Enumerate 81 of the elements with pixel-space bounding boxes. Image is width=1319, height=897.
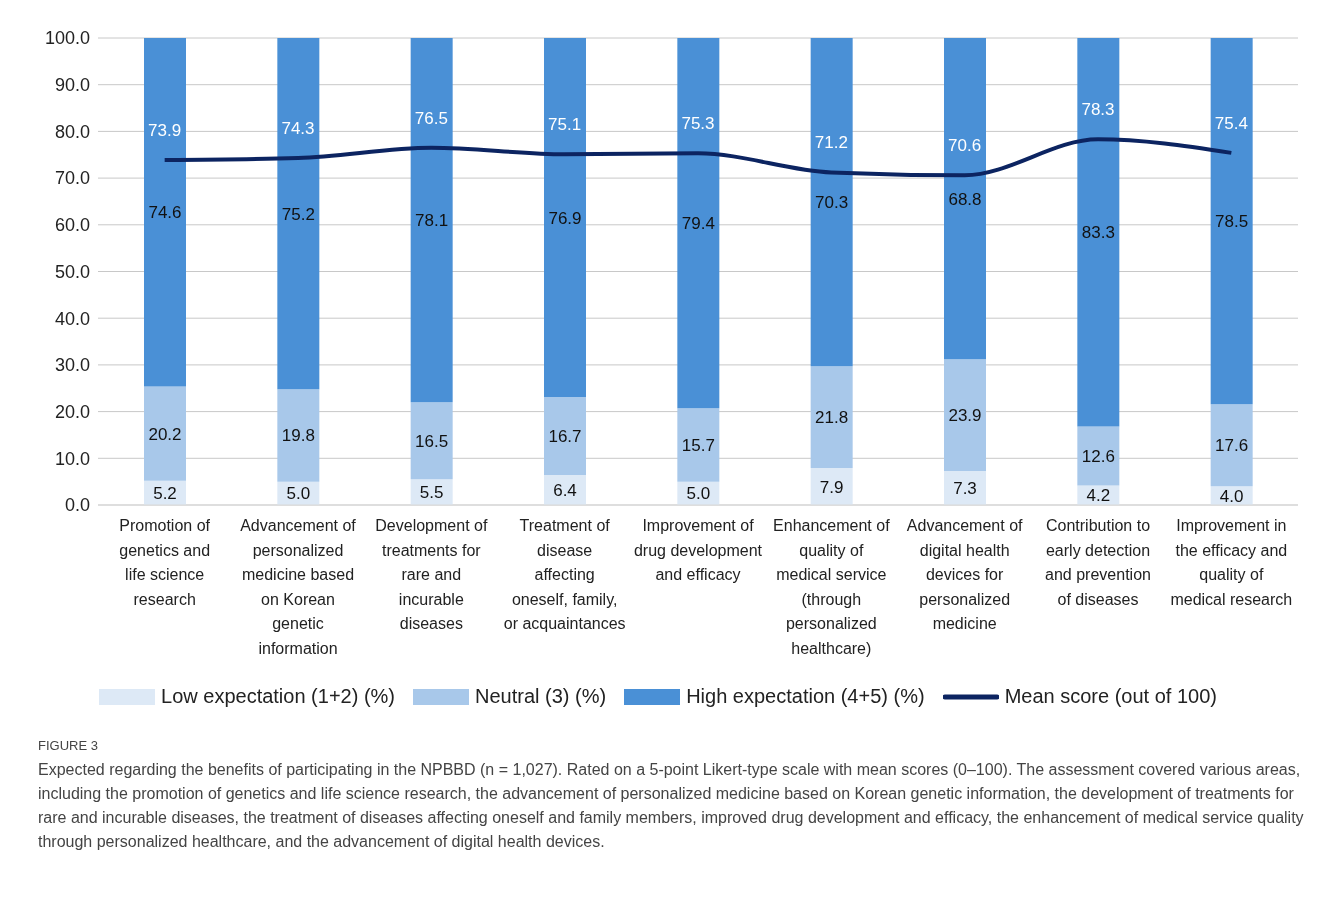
bar (544, 397, 586, 476)
legend-label: Neutral (3) (%) (475, 685, 607, 708)
data-label: 5.2 (153, 483, 177, 503)
bar (544, 38, 586, 398)
y-tick-label: 50.0 (54, 261, 90, 282)
text: Expected regarding the benefits of participating in the NPBBD (n = 1,027). Rated on a 5-point Likert-type scale with mean scores (0–100). The assessment covered various areas, including the promotion of genetics and life science research, the advancement of personalized medicine based on Korean genetic information, the development of treatments for rare and incurable diseases, the treatment of diseases affecting oneself and family members, improved drug development and efficacy, the enhancement of medical service quality through personalized healthcare, and the advancement of digital health devices. (38, 760, 1305, 852)
data-label: 78.1 (415, 211, 449, 231)
data-label: 4.0 (1219, 486, 1244, 506)
data-label: 70.3 (815, 193, 849, 213)
legend-label: Low expectation (1+2) (%) (161, 685, 396, 708)
y-tick-label: 60.0 (54, 215, 90, 236)
bar (1077, 38, 1120, 427)
data-label: 75.4 (1214, 113, 1248, 133)
data-label: 78.3 (1081, 100, 1115, 120)
data-label: 7.9 (819, 477, 844, 497)
bar (277, 389, 320, 482)
data-label: 70.6 (948, 136, 982, 156)
y-tick-label: 70.0 (54, 168, 90, 189)
x-tick-label: Advancement of personalized medicine based on Korean genetic information (240, 517, 357, 657)
x-tick-label: Advancement of digital health devices for personalized medicine (906, 517, 1024, 632)
bar (277, 38, 320, 390)
legend-label: Mean score (out of 100) (1004, 685, 1217, 708)
data-label: 20.2 (148, 424, 182, 444)
y-tick-label: 80.0 (54, 121, 90, 142)
data-label: 74.3 (281, 119, 315, 139)
data-label: 5.0 (686, 484, 711, 504)
y-tick-label: 90.0 (54, 75, 90, 96)
y-tick-label: 30.0 (54, 355, 90, 376)
data-label: 15.7 (681, 436, 715, 456)
bar (810, 366, 853, 469)
line-series (162, 137, 1234, 178)
bar (1210, 404, 1253, 487)
x-tick-label: Promotion of genetics and life science research (119, 517, 211, 608)
data-label: 21.8 (815, 408, 849, 428)
y-tick-label: 0.0 (64, 495, 90, 516)
data-label: 74.6 (148, 203, 182, 223)
bar (1077, 426, 1120, 486)
data-label: 19.8 (281, 426, 315, 446)
data-label: 5.0 (286, 484, 311, 504)
y-tick-label: 40.0 (54, 308, 90, 329)
data-label: 17.6 (1215, 436, 1249, 456)
bar (410, 402, 453, 480)
bar (677, 408, 720, 482)
x-tick-label: Contribution to early detection and prevention of diseases (1045, 517, 1151, 608)
data-label: 68.8 (948, 189, 982, 209)
data-label: 75.3 (681, 114, 715, 134)
data-label: 23.9 (948, 406, 982, 426)
y-tick-label: 20.0 (54, 401, 90, 422)
caption: FIGURE 3 (38, 737, 99, 755)
data-label: 79.4 (681, 214, 715, 234)
data-label: 83.3 (1081, 223, 1115, 243)
x-tick-label: Improvement in the efficacy and quality of medical research (1170, 517, 1293, 608)
data-label: 7.3 (953, 478, 977, 498)
bar (1210, 38, 1253, 405)
y-tick-label: 100.0 (44, 28, 90, 49)
data-label: 73.9 (148, 120, 182, 140)
data-label: 71.2 (814, 133, 848, 153)
x-tick-label: Development of treatments for rare and incurable diseases (375, 517, 488, 632)
data-label: 75.1 (548, 115, 582, 135)
bar (144, 38, 186, 387)
legend-label: High expectation (4+5) (%) (686, 685, 925, 708)
data-label: 75.2 (281, 204, 315, 224)
data-label: 76.5 (414, 108, 448, 128)
data-label: 16.7 (548, 427, 582, 447)
x-tick-label: Enhancement of quality of medical service (through personalized healthcare) (773, 517, 891, 657)
data-label: 5.5 (419, 483, 444, 503)
data-label: 16.5 (415, 431, 449, 451)
data-label: 76.9 (548, 208, 582, 228)
data-label: 12.6 (1081, 447, 1115, 466)
bar (144, 386, 186, 481)
bar (944, 359, 986, 471)
x-tick-label: Improvement of drug development and efficacy (633, 517, 763, 583)
data-label: 6.4 (553, 481, 577, 501)
data-label: 78.5 (1215, 212, 1249, 232)
data-label: 4.2 (1086, 486, 1111, 506)
bar (810, 38, 853, 367)
bar (944, 38, 986, 360)
x-tick-label: Treatment of disease affecting oneself, family, or acquaintances (503, 517, 626, 632)
bar (410, 38, 453, 403)
bar (677, 38, 720, 409)
y-tick-label: 10.0 (54, 448, 90, 469)
